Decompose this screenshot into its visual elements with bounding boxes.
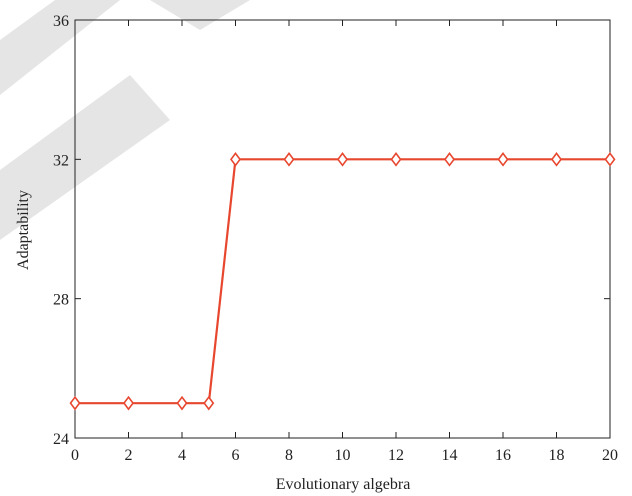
plot-frame [74,19,611,439]
series-line [75,158,610,405]
x-tick-label: 12 [388,447,404,464]
data-point-marker [390,151,402,167]
data-point-marker [230,151,241,167]
y-axis-ticks: 24 28 32 36 [53,13,610,448]
data-point-marker [283,151,295,167]
data-point-marker [497,151,509,167]
x-tick-label: 2 [125,447,133,464]
data-point-marker [69,395,81,411]
data-point-marker [123,395,134,411]
x-tick-label: 16 [495,447,511,464]
y-tick-label: 36 [53,13,69,30]
x-tick-label: 0 [71,447,79,464]
data-point-marker [551,151,562,167]
y-tick-label: 28 [53,292,69,309]
x-tick-label: 8 [285,447,293,464]
y-tick-label: 24 [53,431,69,448]
data-point-marker [176,395,188,411]
y-axis-title: Adaptability [15,190,32,270]
data-point-marker [444,151,455,167]
series-layer [69,151,616,411]
plot-axes [74,19,611,439]
x-tick-label: 10 [335,447,351,464]
watermark [0,0,250,240]
x-tick-label: 4 [178,447,186,464]
x-tick-label: 18 [549,447,565,464]
x-tick-label: 6 [232,447,240,464]
x-tick-label: 14 [442,447,458,464]
data-point-marker [604,151,616,167]
x-axis-ticks: 0 2 4 6 8 10 12 14 16 18 20 [71,20,618,464]
data-point-marker [337,151,348,167]
x-axis-title: Evolutionary algebra [276,476,411,493]
data-point-marker [203,395,215,411]
x-tick-label: 20 [602,447,618,464]
y-tick-label: 32 [53,152,69,169]
